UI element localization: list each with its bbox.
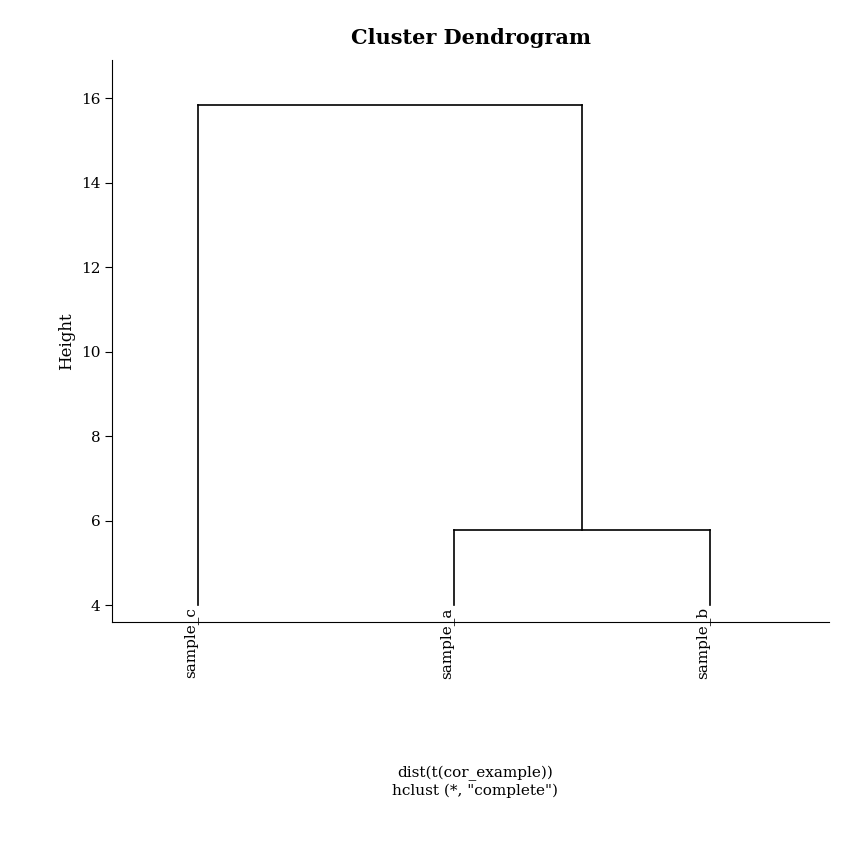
Text: sample_a: sample_a	[439, 607, 454, 679]
Text: sample_b: sample_b	[695, 607, 710, 679]
Text: dist(t(cor_example))
hclust (*, "complete"): dist(t(cor_example)) hclust (*, "complet…	[392, 766, 558, 797]
Y-axis label: Height: Height	[59, 313, 75, 370]
Title: Cluster Dendrogram: Cluster Dendrogram	[351, 28, 591, 48]
Text: sample_c: sample_c	[183, 607, 198, 678]
